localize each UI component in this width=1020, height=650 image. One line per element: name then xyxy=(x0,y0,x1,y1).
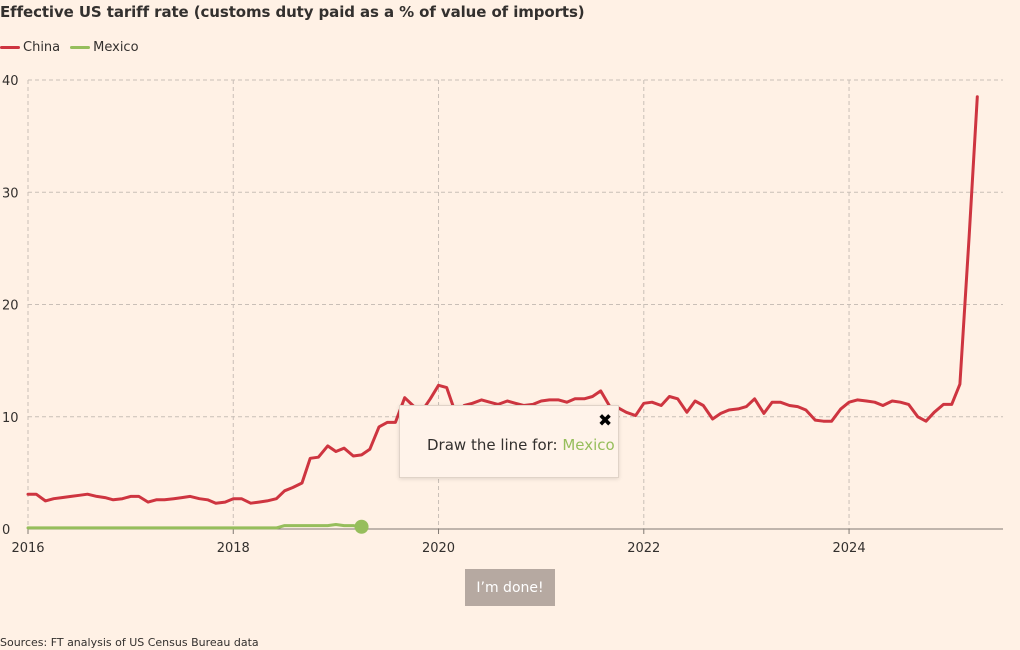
series-line-china xyxy=(26,95,979,505)
draw-prompt-prefix: Draw the line for: xyxy=(427,436,563,454)
line-chart[interactable]: 0 10 20 30 40 2016 2018 2020 2022 2024 xyxy=(0,0,1020,560)
y-tick-label: 20 xyxy=(2,299,19,314)
legend: China Mexico xyxy=(0,40,149,55)
done-button[interactable]: I’m done! xyxy=(465,569,555,606)
y-tick-label: 10 xyxy=(2,411,19,426)
y-tick-label: 0 xyxy=(2,523,10,538)
draw-prompt-series: Mexico xyxy=(562,436,615,454)
legend-swatch-mexico xyxy=(70,46,91,49)
x-tick-label: 2020 xyxy=(422,541,455,556)
legend-item-china: China xyxy=(0,40,60,55)
legend-label-china: China xyxy=(23,40,61,55)
close-icon[interactable]: ✖ xyxy=(598,411,613,431)
draw-prompt-tooltip: ✖ Draw the line for: Mexico xyxy=(399,405,619,478)
draw-prompt-text: Draw the line for: Mexico xyxy=(427,436,615,454)
y-tick-label: 40 xyxy=(2,74,19,89)
source-note: Sources: FT analysis of US Census Bureau… xyxy=(0,636,259,649)
legend-swatch-china xyxy=(0,46,20,49)
legend-item-mexico: Mexico xyxy=(70,40,139,55)
legend-label-mexico: Mexico xyxy=(93,40,139,55)
y-tick-label: 30 xyxy=(2,186,19,201)
chart-title: Effective US tariff rate (customs duty p… xyxy=(0,3,585,21)
x-tick-label: 2016 xyxy=(11,541,44,556)
x-tick-label: 2024 xyxy=(833,541,866,556)
draw-handle-mexico xyxy=(354,519,369,534)
x-tick-label: 2018 xyxy=(217,541,250,556)
x-tick-label: 2022 xyxy=(627,541,660,556)
series-line-mexico xyxy=(26,523,364,530)
